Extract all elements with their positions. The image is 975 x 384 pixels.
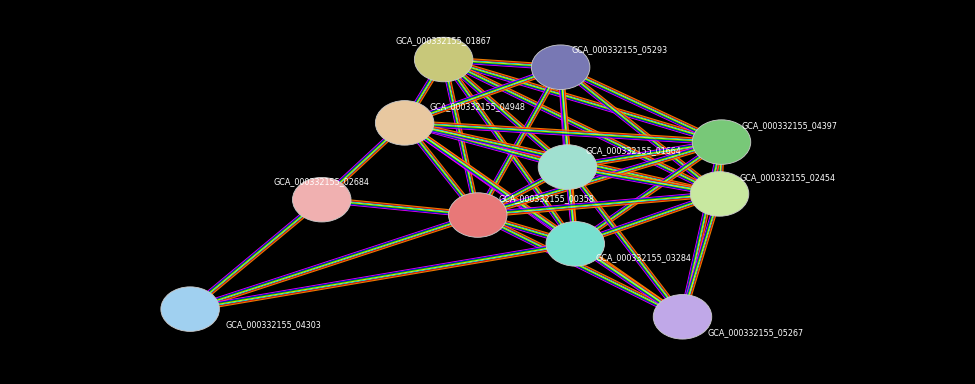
Ellipse shape bbox=[653, 295, 712, 339]
Text: GCA_000332155_04303: GCA_000332155_04303 bbox=[225, 320, 321, 329]
Text: GCA_000332155_03284: GCA_000332155_03284 bbox=[596, 253, 691, 262]
Ellipse shape bbox=[161, 287, 219, 331]
Text: GCA_000332155_01867: GCA_000332155_01867 bbox=[396, 36, 491, 45]
Text: GCA_000332155_05293: GCA_000332155_05293 bbox=[571, 45, 667, 55]
Text: GCA_000332155_00358: GCA_000332155_00358 bbox=[498, 194, 594, 204]
Text: GCA_000332155_05267: GCA_000332155_05267 bbox=[708, 328, 803, 337]
Text: GCA_000332155_02454: GCA_000332155_02454 bbox=[740, 173, 836, 182]
Ellipse shape bbox=[448, 193, 507, 237]
Ellipse shape bbox=[692, 120, 751, 164]
Text: GCA_000332155_01664: GCA_000332155_01664 bbox=[586, 146, 682, 155]
Ellipse shape bbox=[690, 172, 749, 216]
Ellipse shape bbox=[292, 177, 351, 222]
Ellipse shape bbox=[531, 45, 590, 89]
Text: GCA_000332155_02684: GCA_000332155_02684 bbox=[274, 177, 370, 186]
Ellipse shape bbox=[375, 101, 434, 145]
Ellipse shape bbox=[546, 222, 604, 266]
Text: GCA_000332155_04948: GCA_000332155_04948 bbox=[430, 102, 526, 111]
Ellipse shape bbox=[538, 145, 597, 189]
Ellipse shape bbox=[414, 37, 473, 82]
Text: GCA_000332155_04397: GCA_000332155_04397 bbox=[742, 121, 838, 131]
